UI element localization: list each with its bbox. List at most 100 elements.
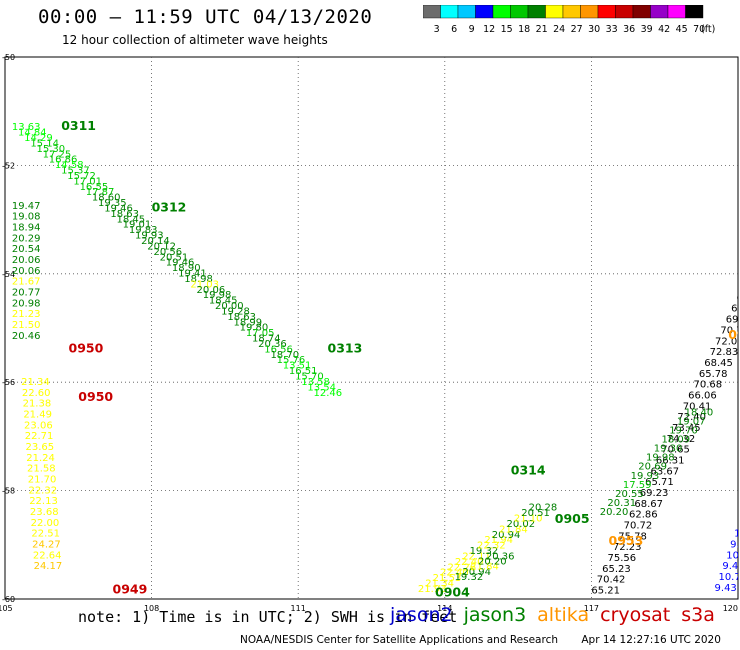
swh-value: 21.49 [23, 409, 52, 420]
pass-time-label: 0905 [555, 511, 590, 526]
scale-label: 70 [693, 24, 705, 35]
scale-label: 27 [571, 24, 583, 35]
swh-value: 22.32 [477, 541, 506, 552]
satellite-legend: jason2 jason3 altika cryosat s3a [390, 604, 726, 626]
swh-value: 70.41 [683, 401, 712, 412]
swh-value: 21.34 [21, 377, 50, 388]
scale-label: 30 [588, 24, 600, 35]
swh-value: 21.84 [470, 562, 499, 573]
scale-unit: (ft) [701, 24, 715, 35]
swh-value: 21.24 [26, 453, 55, 464]
swh-value: 21.70 [28, 474, 57, 485]
swh-value: 69.81 [726, 315, 740, 326]
x-tick-label: 117 [584, 604, 599, 613]
footer-org: NOAA/NESDIS Center for Satellite Applica… [240, 634, 558, 646]
swh-value: 21.84 [499, 524, 528, 535]
swh-value: 12.46 [314, 388, 343, 399]
chart-title: 00:00 – 11:59 UTC 04/13/2020 [38, 6, 373, 28]
swh-value: 70.65 [661, 445, 690, 456]
swh-value: 20.29 [12, 233, 41, 244]
scale-label: 15 [501, 24, 513, 35]
swh-value: 21.67 [12, 277, 41, 288]
scale-label: 45 [676, 24, 688, 35]
swh-value: 18.45 [117, 214, 146, 225]
swh-value: 20.00 [215, 301, 244, 312]
swh-value: 21.03 [190, 279, 219, 290]
scale-label: 24 [553, 24, 565, 35]
swh-value: 16.56 [264, 344, 293, 355]
swh-value: 19.28 [221, 306, 250, 317]
x-tick-label: 105 [0, 604, 13, 613]
pass-time-label: 0904 [435, 584, 470, 599]
swh-value: 18.45 [209, 296, 238, 307]
satellite-legend-cryosat: cryosat [600, 604, 671, 626]
swh-value: 66.31 [656, 456, 685, 467]
swh-value: 22.60 [22, 388, 51, 399]
swh-value: 19.47 [12, 201, 41, 212]
swh-value: 22.64 [33, 550, 62, 561]
plot-frame [4, 56, 739, 600]
swh-value: 21.94 [484, 535, 513, 546]
swh-value: 20.20 [600, 507, 629, 518]
swh-value: 65.23 [602, 564, 631, 575]
swh-value: 22.40 [440, 568, 469, 579]
satellite-legend-altika: altika [537, 604, 590, 626]
swh-value: 19.07 [677, 416, 706, 427]
swh-value: 18.98 [184, 274, 213, 285]
swh-value: 70.42 [597, 575, 626, 586]
swh-value: 62.86 [629, 510, 658, 521]
wave-height-color-scale: 3 6 9 12 15 18 21 24 27 30 33 36 39 42 45 70(ft) [423, 5, 715, 35]
swh-value: 70.72 [624, 521, 653, 532]
swh-value: 17.59 [623, 480, 652, 491]
swh-value: 20.06 [12, 255, 41, 266]
swh-value: 20.56 [153, 247, 182, 258]
swh-value: 10.40 [726, 550, 740, 561]
swh-value: 19.80 [240, 323, 269, 334]
swh-value: 70.68 [694, 380, 723, 391]
footer-timestamp: Apr 14 12:27:16 UTC 2020 [581, 634, 721, 646]
swh-value: 23.65 [26, 442, 55, 453]
swh-value: 22.11 [462, 551, 491, 562]
y-tick-label: -52 [2, 161, 15, 170]
swh-value: 19.35 [98, 198, 127, 209]
swh-value: 19.41 [178, 269, 207, 280]
pass-time-label: 0953 [609, 533, 644, 548]
swh-value: 19.83 [129, 225, 158, 236]
swh-value: 20.14 [141, 236, 170, 247]
swh-value: 21.23 [12, 309, 41, 320]
x-tick-label: 114 [437, 604, 452, 613]
swh-value: 20.55 [615, 489, 644, 500]
scale-label: 3 [434, 24, 440, 35]
swh-value: 10.18 [734, 529, 740, 540]
pass-time-label: 0313 [328, 340, 363, 355]
swh-value: 15.30 [36, 144, 65, 155]
scale-label: 42 [658, 24, 670, 35]
swh-value: 20.94 [492, 530, 521, 541]
swh-value: 19.30 [654, 444, 683, 455]
swh-value: 21.34 [425, 579, 454, 590]
swh-value: 9.43 [715, 583, 737, 594]
swh-value: 72.23 [613, 542, 642, 553]
swh-value: 18.74 [252, 334, 281, 345]
chart-subtitle: 12 hour collection of altimeter wave hei… [62, 33, 328, 47]
swh-value: 18.94 [12, 222, 41, 233]
swh-value: 19.93 [631, 471, 660, 482]
swh-value: 21.53 [433, 573, 462, 584]
swh-value: 20.51 [160, 252, 189, 263]
swh-value: 20.02 [506, 519, 535, 530]
swh-value: 13.58 [301, 377, 330, 388]
swh-value: 18.63 [110, 209, 139, 220]
swh-value: 20.36 [486, 551, 515, 562]
scale-label: 9 [469, 24, 475, 35]
swh-value: 22.13 [29, 496, 58, 507]
swh-value: 65.21 [591, 586, 620, 597]
swh-value: 20.20 [478, 557, 507, 568]
swh-value: 20.69 [638, 462, 667, 473]
satellite-legend-jason3: jason3 [463, 604, 527, 626]
pass-time-label: 0314 [511, 462, 546, 477]
swh-value: 18.70 [270, 350, 299, 361]
x-tick-label: 108 [144, 604, 159, 613]
y-tick-label: -54 [2, 270, 15, 279]
y-tick-label: -60 [2, 595, 15, 604]
y-tick-label: -58 [2, 487, 15, 496]
